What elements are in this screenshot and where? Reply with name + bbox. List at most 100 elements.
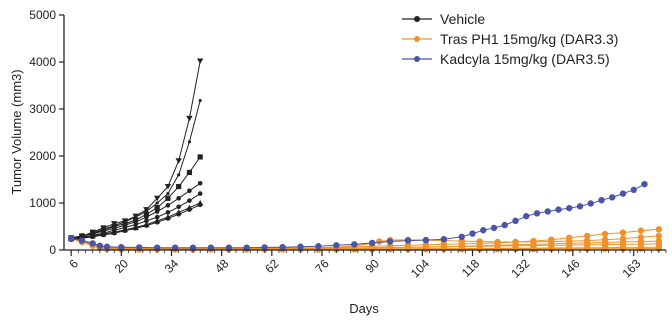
- data-point: [533, 210, 541, 217]
- data-point: [494, 245, 501, 253]
- legend-swatch-marker: [414, 36, 420, 42]
- data-point: [197, 180, 203, 186]
- series-vehicle: [67, 58, 204, 242]
- data-point: [476, 245, 483, 253]
- data-point: [133, 226, 138, 231]
- data-point: [122, 228, 128, 234]
- data-point: [154, 214, 160, 220]
- x-tick-label: 118: [459, 256, 483, 280]
- data-point: [96, 242, 104, 249]
- data-point: [637, 227, 645, 234]
- data-point: [176, 183, 182, 190]
- data-point: [144, 218, 149, 224]
- legend: Vehicle Tras PH1 15mg/kg (DAR3.3) Kadcyla …: [402, 11, 618, 67]
- y-tick-label: 3000: [29, 102, 56, 116]
- legend-swatch-marker: [414, 16, 420, 22]
- data-point: [166, 192, 170, 196]
- data-point: [103, 243, 111, 250]
- x-tick-label: 90: [363, 256, 383, 276]
- y-tick-label: 2000: [29, 149, 56, 163]
- y-axis-title: Tumor Volume (mm3): [9, 69, 24, 194]
- data-point: [630, 186, 637, 194]
- y-tick-label: 5000: [29, 8, 56, 22]
- data-point: [583, 232, 591, 240]
- data-point: [197, 202, 203, 208]
- data-point: [458, 245, 465, 253]
- data-point: [176, 196, 181, 201]
- x-axis-title: Days: [349, 301, 379, 316]
- data-point: [143, 211, 150, 217]
- data-point: [143, 207, 150, 213]
- data-point: [440, 235, 448, 243]
- data-point: [164, 184, 172, 190]
- data-point: [165, 210, 171, 215]
- data-point: [165, 203, 171, 208]
- x-tick-label: 76: [312, 256, 332, 276]
- data-point: [637, 245, 645, 252]
- data-point: [89, 240, 96, 247]
- data-point: [641, 181, 648, 188]
- data-point: [587, 200, 594, 207]
- x-tick-label: 104: [408, 256, 432, 280]
- data-point: [544, 208, 551, 215]
- legend-item: Vehicle: [402, 11, 485, 27]
- data-point: [386, 246, 394, 253]
- data-point: [243, 244, 250, 251]
- data-point: [609, 194, 616, 201]
- data-point: [165, 195, 171, 201]
- data-point: [155, 201, 159, 205]
- data-point: [480, 227, 487, 234]
- x-tick-label: 6: [66, 256, 81, 271]
- data-point: [176, 211, 181, 217]
- data-point: [101, 232, 106, 238]
- data-point: [279, 243, 286, 251]
- data-point: [111, 230, 117, 236]
- data-point: [189, 244, 197, 251]
- data-point: [187, 207, 192, 212]
- data-point: [144, 223, 149, 228]
- data-point: [523, 212, 530, 220]
- data-point: [153, 244, 161, 251]
- data-point: [297, 243, 304, 250]
- data-point: [171, 244, 179, 251]
- data-point: [67, 235, 75, 242]
- data-point: [566, 204, 573, 212]
- data-point: [386, 238, 394, 245]
- data-point: [144, 214, 149, 220]
- legend-swatch-marker: [414, 56, 420, 62]
- data-point: [196, 58, 204, 65]
- data-point: [315, 243, 322, 250]
- y-tick-label: 4000: [29, 55, 56, 69]
- data-point: [225, 244, 233, 251]
- data-point: [368, 239, 376, 247]
- series-kadcyla: [67, 181, 648, 251]
- data-point: [404, 246, 412, 253]
- data-point: [601, 245, 609, 252]
- x-tick-label: 48: [212, 256, 232, 276]
- data-point: [187, 140, 192, 144]
- data-point: [176, 204, 181, 210]
- x-tick-label: 132: [508, 256, 532, 280]
- x-tick-label: 163: [619, 256, 643, 280]
- data-point: [186, 169, 193, 176]
- data-point: [90, 234, 95, 240]
- x-tick-label: 146: [559, 256, 583, 280]
- data-point: [376, 238, 383, 245]
- data-point: [530, 245, 537, 253]
- data-point: [198, 98, 202, 103]
- data-point: [655, 232, 663, 240]
- data-point: [619, 190, 627, 197]
- x-tick-label: 20: [112, 256, 132, 276]
- data-point: [501, 221, 508, 229]
- data-point: [469, 230, 476, 237]
- legend-item: Kadcyla 15mg/kg (DAR3.5): [402, 51, 610, 67]
- data-point: [186, 115, 193, 122]
- data-point: [458, 233, 465, 241]
- legend-label: Tras PH1 15mg/kg (DAR3.3): [440, 31, 618, 47]
- data-point: [440, 245, 448, 253]
- y-tick-label: 0: [49, 243, 56, 257]
- data-point: [566, 245, 573, 253]
- data-point: [154, 209, 160, 214]
- data-point: [333, 242, 340, 249]
